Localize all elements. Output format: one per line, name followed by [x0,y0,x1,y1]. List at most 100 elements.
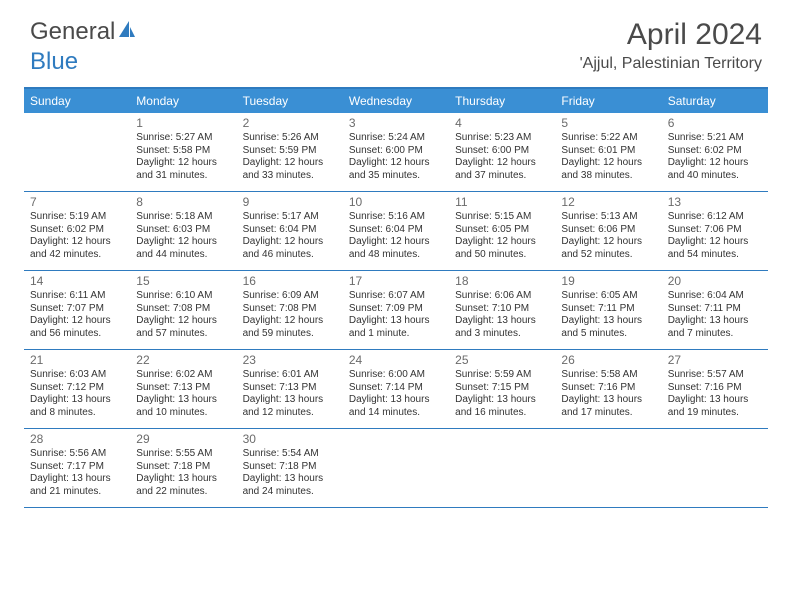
brand-logo: General [30,18,137,46]
day-number: 11 [455,195,549,209]
sunrise-line: Sunrise: 6:11 AM [30,290,124,303]
day-number: 17 [349,274,443,288]
day-number: 23 [243,353,337,367]
sunset-line: Sunset: 7:07 PM [30,303,124,316]
sunset-line: Sunset: 6:01 PM [561,145,655,158]
sunrise-line: Sunrise: 5:55 AM [136,448,230,461]
day-cell [24,113,130,191]
day-number: 26 [561,353,655,367]
location-label: 'Ajjul, Palestinian Territory [580,55,762,73]
day-cell: 20Sunrise: 6:04 AMSunset: 7:11 PMDayligh… [662,271,768,349]
sunset-line: Sunset: 7:15 PM [455,382,549,395]
dow-monday: Monday [130,89,236,113]
day-cell: 7Sunrise: 5:19 AMSunset: 6:02 PMDaylight… [24,192,130,270]
day-number: 12 [561,195,655,209]
calendar: Sunday Monday Tuesday Wednesday Thursday… [24,87,768,508]
sunrise-line: Sunrise: 5:17 AM [243,211,337,224]
day-cell: 12Sunrise: 5:13 AMSunset: 6:06 PMDayligh… [555,192,661,270]
sunrise-line: Sunrise: 5:26 AM [243,132,337,145]
daylight2-line: and 31 minutes. [136,170,230,183]
daylight2-line: and 57 minutes. [136,328,230,341]
day-cell: 30Sunrise: 5:54 AMSunset: 7:18 PMDayligh… [237,429,343,507]
sunrise-line: Sunrise: 5:24 AM [349,132,443,145]
sunrise-line: Sunrise: 6:06 AM [455,290,549,303]
week-row: 28Sunrise: 5:56 AMSunset: 7:17 PMDayligh… [24,429,768,508]
sunset-line: Sunset: 7:12 PM [30,382,124,395]
daylight1-line: Daylight: 12 hours [30,315,124,328]
sunset-line: Sunset: 7:17 PM [30,461,124,474]
daylight2-line: and 40 minutes. [668,170,762,183]
sunrise-line: Sunrise: 5:22 AM [561,132,655,145]
sunset-line: Sunset: 7:18 PM [243,461,337,474]
sunset-line: Sunset: 7:08 PM [136,303,230,316]
day-cell: 9Sunrise: 5:17 AMSunset: 6:04 PMDaylight… [237,192,343,270]
day-cell: 28Sunrise: 5:56 AMSunset: 7:17 PMDayligh… [24,429,130,507]
daylight1-line: Daylight: 13 hours [136,394,230,407]
sunset-line: Sunset: 7:11 PM [561,303,655,316]
day-number: 3 [349,116,443,130]
daylight1-line: Daylight: 12 hours [668,157,762,170]
daylight2-line: and 10 minutes. [136,407,230,420]
day-cell [662,429,768,507]
daylight1-line: Daylight: 12 hours [243,157,337,170]
sunrise-line: Sunrise: 6:00 AM [349,369,443,382]
sunrise-line: Sunrise: 6:05 AM [561,290,655,303]
daylight2-line: and 38 minutes. [561,170,655,183]
sunset-line: Sunset: 7:16 PM [668,382,762,395]
sunset-line: Sunset: 6:03 PM [136,224,230,237]
sunrise-line: Sunrise: 6:02 AM [136,369,230,382]
sunrise-line: Sunrise: 5:19 AM [30,211,124,224]
sunrise-line: Sunrise: 6:07 AM [349,290,443,303]
day-cell [449,429,555,507]
sunrise-line: Sunrise: 5:57 AM [668,369,762,382]
dow-thursday: Thursday [449,89,555,113]
week-row: 21Sunrise: 6:03 AMSunset: 7:12 PMDayligh… [24,350,768,429]
daylight2-line: and 8 minutes. [30,407,124,420]
sunrise-line: Sunrise: 6:01 AM [243,369,337,382]
sunrise-line: Sunrise: 6:04 AM [668,290,762,303]
day-cell [343,429,449,507]
week-row: 7Sunrise: 5:19 AMSunset: 6:02 PMDaylight… [24,192,768,271]
day-number: 20 [668,274,762,288]
day-cell: 16Sunrise: 6:09 AMSunset: 7:08 PMDayligh… [237,271,343,349]
day-cell: 24Sunrise: 6:00 AMSunset: 7:14 PMDayligh… [343,350,449,428]
sunrise-line: Sunrise: 5:59 AM [455,369,549,382]
daylight1-line: Daylight: 13 hours [455,394,549,407]
day-cell: 17Sunrise: 6:07 AMSunset: 7:09 PMDayligh… [343,271,449,349]
day-number: 30 [243,432,337,446]
brand-word2: Blue [30,48,78,76]
daylight1-line: Daylight: 12 hours [30,236,124,249]
daylight2-line: and 52 minutes. [561,249,655,262]
day-cell: 25Sunrise: 5:59 AMSunset: 7:15 PMDayligh… [449,350,555,428]
daylight2-line: and 37 minutes. [455,170,549,183]
sunrise-line: Sunrise: 5:27 AM [136,132,230,145]
day-number: 2 [243,116,337,130]
dow-sunday: Sunday [24,89,130,113]
day-cell: 3Sunrise: 5:24 AMSunset: 6:00 PMDaylight… [343,113,449,191]
day-cell: 4Sunrise: 5:23 AMSunset: 6:00 PMDaylight… [449,113,555,191]
day-number: 21 [30,353,124,367]
sunset-line: Sunset: 7:14 PM [349,382,443,395]
daylight2-line: and 21 minutes. [30,486,124,499]
sunset-line: Sunset: 6:02 PM [30,224,124,237]
day-cell [555,429,661,507]
daylight1-line: Daylight: 13 hours [668,315,762,328]
day-number: 16 [243,274,337,288]
daylight1-line: Daylight: 12 hours [349,157,443,170]
day-number: 14 [30,274,124,288]
day-cell: 11Sunrise: 5:15 AMSunset: 6:05 PMDayligh… [449,192,555,270]
day-number: 15 [136,274,230,288]
day-number: 8 [136,195,230,209]
daylight1-line: Daylight: 13 hours [30,473,124,486]
daylight1-line: Daylight: 12 hours [455,236,549,249]
day-number: 24 [349,353,443,367]
sunset-line: Sunset: 7:13 PM [136,382,230,395]
daylight2-line: and 33 minutes. [243,170,337,183]
day-cell: 18Sunrise: 6:06 AMSunset: 7:10 PMDayligh… [449,271,555,349]
sunrise-line: Sunrise: 5:21 AM [668,132,762,145]
sunset-line: Sunset: 6:00 PM [455,145,549,158]
day-cell: 26Sunrise: 5:58 AMSunset: 7:16 PMDayligh… [555,350,661,428]
sunrise-line: Sunrise: 6:09 AM [243,290,337,303]
daylight1-line: Daylight: 13 hours [30,394,124,407]
daylight2-line: and 1 minute. [349,328,443,341]
